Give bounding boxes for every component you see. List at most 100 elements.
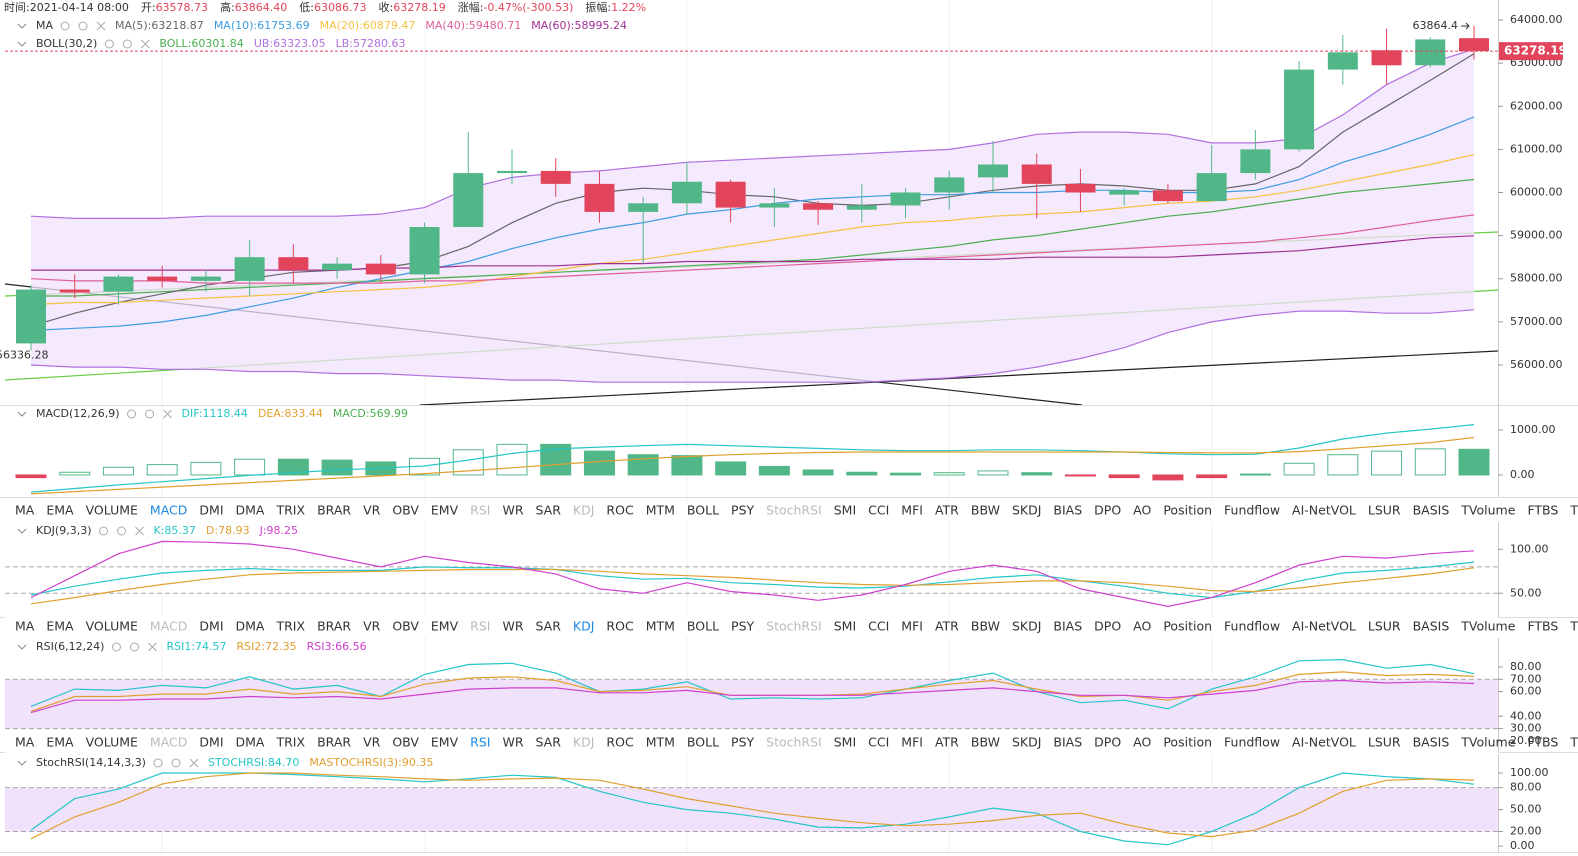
indicator-tab[interactable]: MA [15, 503, 35, 518]
indicator-tab[interactable]: TRIX [275, 619, 305, 634]
indicator-tab[interactable]: MFI [901, 619, 923, 634]
indicator-tab[interactable]: PSY [731, 735, 754, 750]
indicator-tab[interactable]: MACD [150, 735, 187, 750]
settings-icon[interactable] [129, 642, 139, 652]
indicator-tab[interactable]: PSY [731, 619, 754, 634]
settings-icon[interactable] [60, 21, 70, 31]
indicator-tab[interactable]: TTSI [1569, 735, 1578, 750]
indicator-tab[interactable]: TTSI [1569, 619, 1578, 634]
indicator-tab[interactable]: BASIS [1413, 735, 1450, 750]
indicator-tab[interactable]: MA [15, 735, 35, 750]
indicator-tab[interactable]: Position [1163, 619, 1212, 634]
indicator-tab[interactable]: AO [1133, 619, 1151, 634]
indicator-tab[interactable]: PSY [731, 503, 754, 518]
indicator-tab[interactable]: CCI [868, 619, 889, 634]
indicator-tab[interactable]: RSI [470, 619, 490, 634]
indicator-tab[interactable]: FTBS [1527, 503, 1558, 518]
settings-icon[interactable] [78, 21, 88, 31]
settings-icon[interactable] [153, 758, 163, 768]
indicator-tab[interactable]: Fundflow [1224, 503, 1280, 518]
indicator-tab[interactable]: AO [1133, 503, 1151, 518]
indicator-tab[interactable]: DPO [1094, 619, 1121, 634]
indicator-tab[interactable]: MFI [901, 503, 923, 518]
indicator-tab[interactable]: BOLL [687, 735, 719, 750]
indicator-tab[interactable]: Position [1163, 735, 1212, 750]
indicator-tab[interactable]: WR [502, 735, 523, 750]
panel-title[interactable]: RSI(6,12,24) [36, 640, 104, 653]
indicator-tab[interactable]: StochRSI [766, 735, 822, 750]
indicator-tab[interactable]: ROC [606, 735, 634, 750]
indicator-tab[interactable]: BRAR [317, 619, 351, 634]
indicator-tab[interactable]: BOLL [687, 503, 719, 518]
indicator-tab[interactable]: OBV [392, 735, 419, 750]
indicator-tab[interactable]: MACD [150, 619, 187, 634]
indicator-tab[interactable]: FTBS [1527, 619, 1558, 634]
indicator-tab[interactable]: SAR [536, 503, 562, 518]
panel-title[interactable]: StochRSI(14,14,3,3) [36, 756, 146, 769]
indicator-tab[interactable]: SAR [536, 619, 562, 634]
indicator-tab[interactable]: BIAS [1053, 735, 1082, 750]
indicator-tab[interactable]: SMI [834, 619, 856, 634]
indicator-tab[interactable]: TTSI [1569, 503, 1578, 518]
settings-icon[interactable] [171, 758, 181, 768]
indicator-tab[interactable]: DMI [199, 619, 223, 634]
indicator-tab[interactable]: MA [15, 619, 35, 634]
indicator-tab[interactable]: RSI [470, 735, 490, 750]
indicator-tab[interactable]: Fundflow [1224, 619, 1280, 634]
indicator-tab[interactable]: DMI [199, 735, 223, 750]
indicator-tab[interactable]: KDJ [573, 503, 595, 518]
close-icon[interactable] [148, 642, 157, 652]
settings-icon[interactable] [117, 526, 126, 536]
settings-icon[interactable] [99, 526, 108, 536]
indicator-tab[interactable]: DPO [1094, 503, 1121, 518]
close-icon[interactable] [189, 758, 199, 768]
indicator-tab[interactable]: Position [1163, 503, 1212, 518]
settings-icon[interactable] [145, 409, 155, 419]
indicator-tab[interactable]: EMA [46, 619, 74, 634]
indicator-tab[interactable]: EMA [46, 503, 74, 518]
indicator-tab[interactable]: BRAR [317, 735, 351, 750]
close-icon[interactable] [135, 526, 144, 536]
indicator-tab[interactable]: VR [363, 619, 381, 634]
indicator-tab[interactable]: BBW [971, 619, 1000, 634]
indicator-tab[interactable]: OBV [392, 503, 419, 518]
indicator-tab[interactable]: KDJ [573, 735, 595, 750]
indicator-tab[interactable]: EMA [46, 735, 74, 750]
indicator-tab[interactable]: BIAS [1053, 619, 1082, 634]
indicator-tab[interactable]: AI-NetVOL [1292, 503, 1356, 518]
indicator-tab[interactable]: EMV [431, 735, 459, 750]
indicator-tab[interactable]: DMA [236, 503, 265, 518]
settings-icon[interactable] [104, 39, 114, 49]
indicator-tab[interactable]: AI-NetVOL [1292, 619, 1356, 634]
settings-icon[interactable] [127, 409, 137, 419]
indicator-tab[interactable]: ATR [935, 619, 959, 634]
indicator-tab[interactable]: SKDJ [1012, 503, 1041, 518]
indicator-tab[interactable]: DMA [236, 735, 265, 750]
indicator-tab[interactable]: BBW [971, 735, 1000, 750]
panel-title[interactable]: KDJ(9,3,3) [36, 524, 92, 537]
indicator-tab[interactable]: MACD [150, 503, 187, 518]
indicator-tab[interactable]: BASIS [1413, 619, 1450, 634]
indicator-tab[interactable]: LSUR [1368, 735, 1401, 750]
indicator-tab[interactable]: MTM [646, 735, 675, 750]
indicator-tab[interactable]: DMI [199, 503, 223, 518]
settings-icon[interactable] [122, 39, 132, 49]
indicator-tab[interactable]: BIAS [1053, 503, 1082, 518]
indicator-tab[interactable]: TRIX [275, 503, 305, 518]
indicator-tab[interactable]: AO [1133, 735, 1151, 750]
indicator-tab[interactable]: DPO [1094, 735, 1121, 750]
indicator-tab[interactable]: TVolume [1460, 503, 1515, 518]
indicator-tab[interactable]: BRAR [317, 503, 351, 518]
panel-title[interactable]: MA [36, 19, 53, 32]
indicator-tab[interactable]: WR [502, 619, 523, 634]
indicator-tab[interactable]: MFI [901, 735, 923, 750]
indicator-tab[interactable]: AI-NetVOL [1292, 735, 1356, 750]
indicator-tab[interactable]: EMV [431, 503, 459, 518]
indicator-tab[interactable]: KDJ [573, 619, 595, 634]
indicator-tab[interactable]: VOLUME [86, 503, 138, 518]
indicator-tab[interactable]: SAR [536, 735, 562, 750]
indicator-tab[interactable]: Fundflow [1224, 735, 1280, 750]
indicator-tab[interactable]: ROC [606, 619, 634, 634]
indicator-tab[interactable]: SKDJ [1012, 735, 1041, 750]
indicator-tab[interactable]: ROC [606, 503, 634, 518]
